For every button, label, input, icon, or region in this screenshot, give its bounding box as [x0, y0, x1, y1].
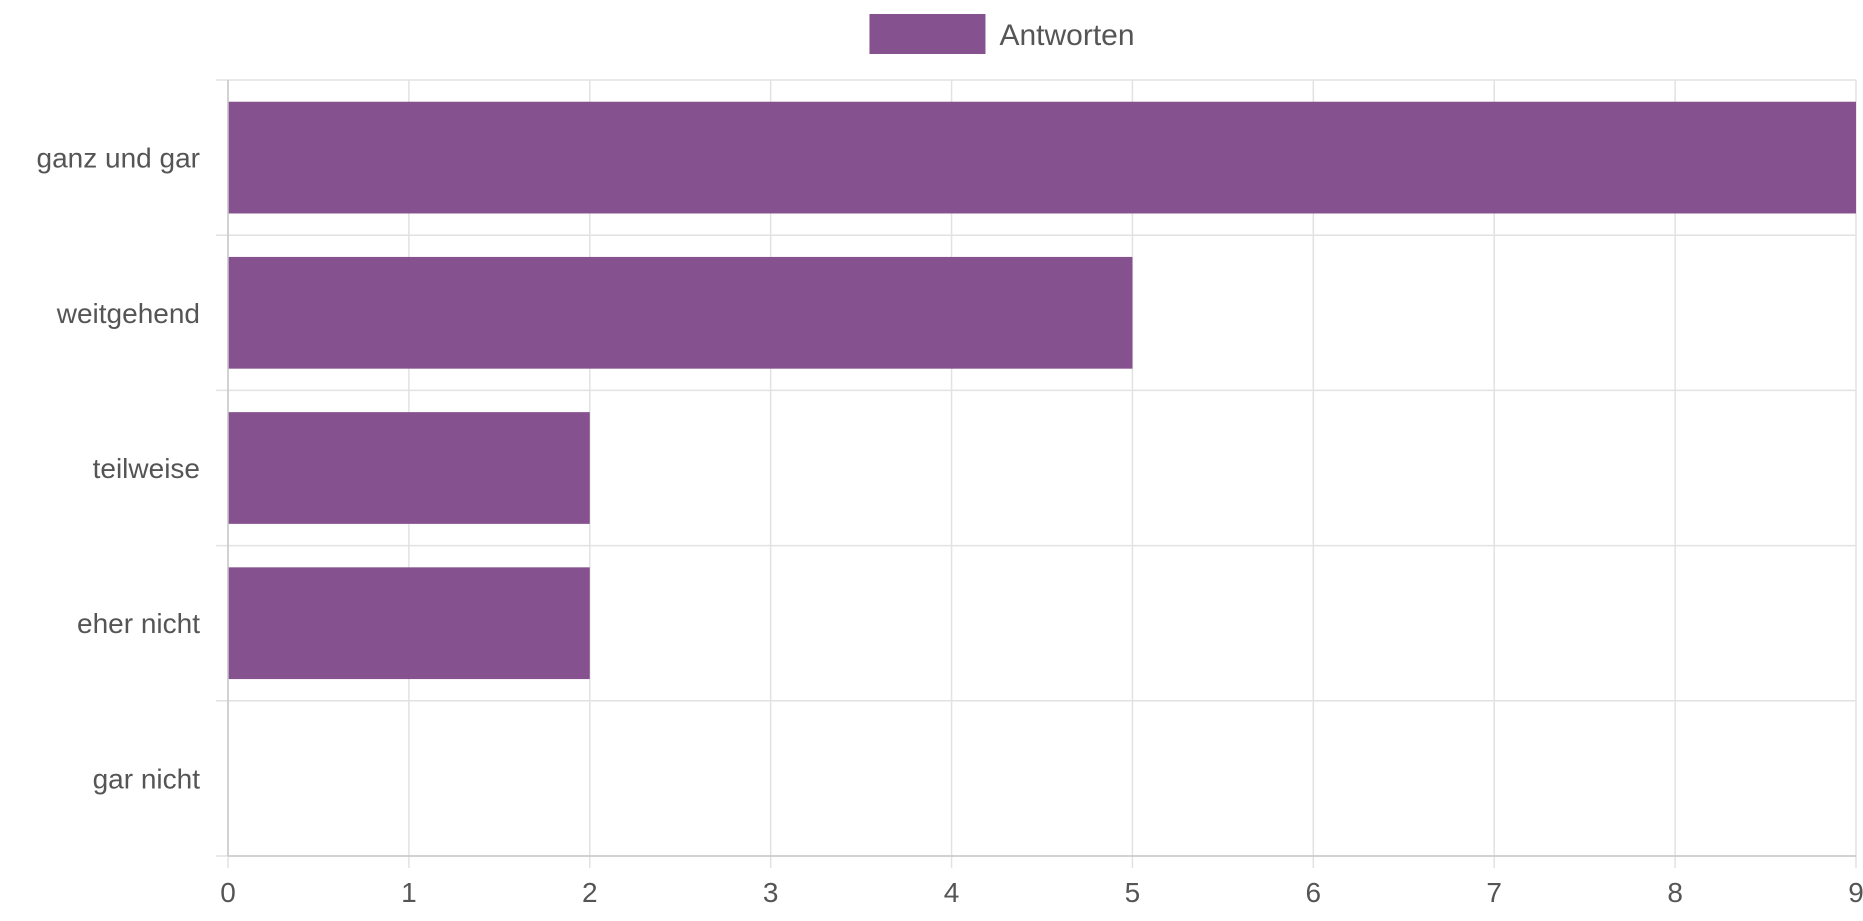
x-tick-label: 1 [401, 877, 417, 908]
category-label: teilweise [93, 453, 200, 484]
legend[interactable]: Antworten [869, 14, 1135, 54]
x-tick-label: 8 [1667, 877, 1683, 908]
bar[interactable] [228, 567, 590, 680]
bar[interactable] [228, 101, 1856, 214]
category-label: eher nicht [77, 608, 200, 639]
axis-layer: 0 1 2 3 4 5 6 7 8 9 ganz und gar weitgehend teilweis… [37, 80, 1863, 908]
category-label: gar nicht [93, 763, 201, 794]
legend-swatch[interactable] [869, 14, 986, 54]
x-tick-label: 6 [1306, 877, 1322, 908]
x-tick-label: 7 [1486, 877, 1502, 908]
x-tick-label: 4 [944, 877, 960, 908]
category-label: ganz und gar [37, 143, 200, 174]
x-tick-label: 9 [1848, 877, 1863, 908]
x-tick-label: 0 [220, 877, 236, 908]
x-tick-label: 2 [582, 877, 598, 908]
x-tick-label: 5 [1125, 877, 1141, 908]
legend-label[interactable]: Antworten [999, 19, 1134, 52]
bar[interactable] [228, 412, 590, 524]
bar-layer [228, 101, 1856, 680]
bar[interactable] [228, 256, 1133, 369]
x-tick-label: 3 [763, 877, 779, 908]
category-label: weitgehend [56, 298, 200, 329]
